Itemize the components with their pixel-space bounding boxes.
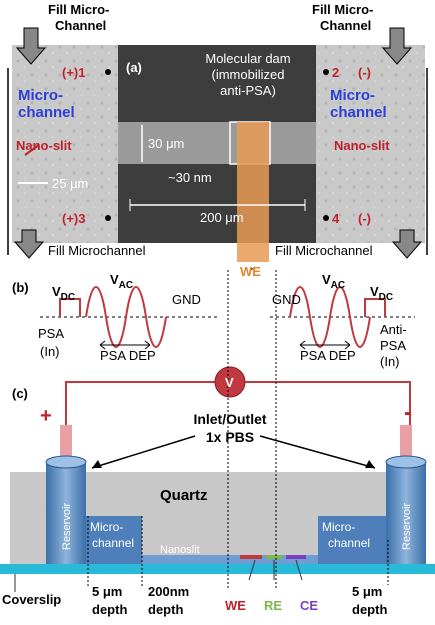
label: (-) xyxy=(358,65,371,80)
label: depth xyxy=(148,602,183,617)
label: DC xyxy=(61,292,75,303)
label: Channel xyxy=(55,18,106,33)
figure: Fill Micro- Channel Fill Micro- Channel … xyxy=(0,0,435,620)
vdc-left: VDC xyxy=(52,284,75,303)
label: Molecular dam xyxy=(205,51,290,66)
label: Micro- xyxy=(18,87,63,104)
label: Fill Microchannel xyxy=(275,243,373,258)
label: (+)3 xyxy=(62,211,85,226)
label: (a) xyxy=(126,60,142,75)
label: (+)1 xyxy=(62,65,85,80)
label: channel xyxy=(92,536,134,550)
label: 1x PBS xyxy=(206,429,254,445)
label: 200nm xyxy=(148,584,189,599)
label: Reservoir xyxy=(401,503,413,550)
label: Quartz xyxy=(160,487,208,504)
vdc-right: VDC xyxy=(370,284,393,303)
label: (immobilized xyxy=(212,67,285,82)
label: channel xyxy=(18,104,75,121)
label: depth xyxy=(92,602,127,617)
label: 30 μm xyxy=(148,136,184,151)
label: V xyxy=(110,272,119,287)
label: RE xyxy=(264,598,282,613)
label: V xyxy=(225,375,234,390)
label: AC xyxy=(119,280,133,291)
label: GND xyxy=(272,292,301,307)
label: (In) xyxy=(40,344,60,359)
label: Reservoir xyxy=(61,503,73,550)
label: + xyxy=(40,405,52,427)
label: Nano-slit xyxy=(16,138,72,153)
label: Anti- xyxy=(380,322,407,337)
label: 4 xyxy=(332,211,340,226)
label: 2 xyxy=(332,65,339,80)
label: (-) xyxy=(358,211,371,226)
label: Micro- xyxy=(330,87,375,104)
label: V xyxy=(322,272,331,287)
label: DC xyxy=(379,292,393,303)
label: V xyxy=(370,284,379,299)
label: CE xyxy=(300,598,318,613)
label: GND xyxy=(172,292,201,307)
label: ~30 nm xyxy=(168,170,212,185)
label: Fill Micro- xyxy=(48,2,109,17)
label: Nano-slit xyxy=(334,138,390,153)
vac-right: VAC xyxy=(322,272,345,291)
label: Channel xyxy=(320,18,371,33)
label: channel xyxy=(330,104,387,121)
label: (b) xyxy=(12,280,29,295)
label: Fill Microchannel xyxy=(48,243,146,258)
label: PSA DEP xyxy=(300,348,356,363)
label: anti-PSA) xyxy=(220,83,276,98)
label: Micro- xyxy=(322,520,355,534)
label: (In) xyxy=(380,354,400,369)
label: Inlet/Outlet xyxy=(193,411,266,427)
label: 200 μm xyxy=(200,210,244,225)
label: PSA xyxy=(38,326,64,341)
label: WE xyxy=(225,598,246,613)
label: Fill Micro- xyxy=(312,2,373,17)
label: 5 μm xyxy=(352,584,382,599)
label: WE xyxy=(240,264,261,279)
label: PSA xyxy=(380,338,406,353)
label: AC xyxy=(331,280,345,291)
label: V xyxy=(52,284,61,299)
label: - xyxy=(404,399,412,426)
label: depth xyxy=(352,602,387,617)
label: channel xyxy=(328,536,370,550)
label: Nanoslit xyxy=(160,544,200,556)
label: (c) xyxy=(12,386,28,401)
label: 25 μm xyxy=(52,176,88,191)
label: Coverslip xyxy=(2,592,61,607)
label: 5 μm xyxy=(92,584,122,599)
vac-left: VAC xyxy=(110,272,133,291)
label: Micro- xyxy=(90,520,123,534)
label: PSA DEP xyxy=(100,348,156,363)
